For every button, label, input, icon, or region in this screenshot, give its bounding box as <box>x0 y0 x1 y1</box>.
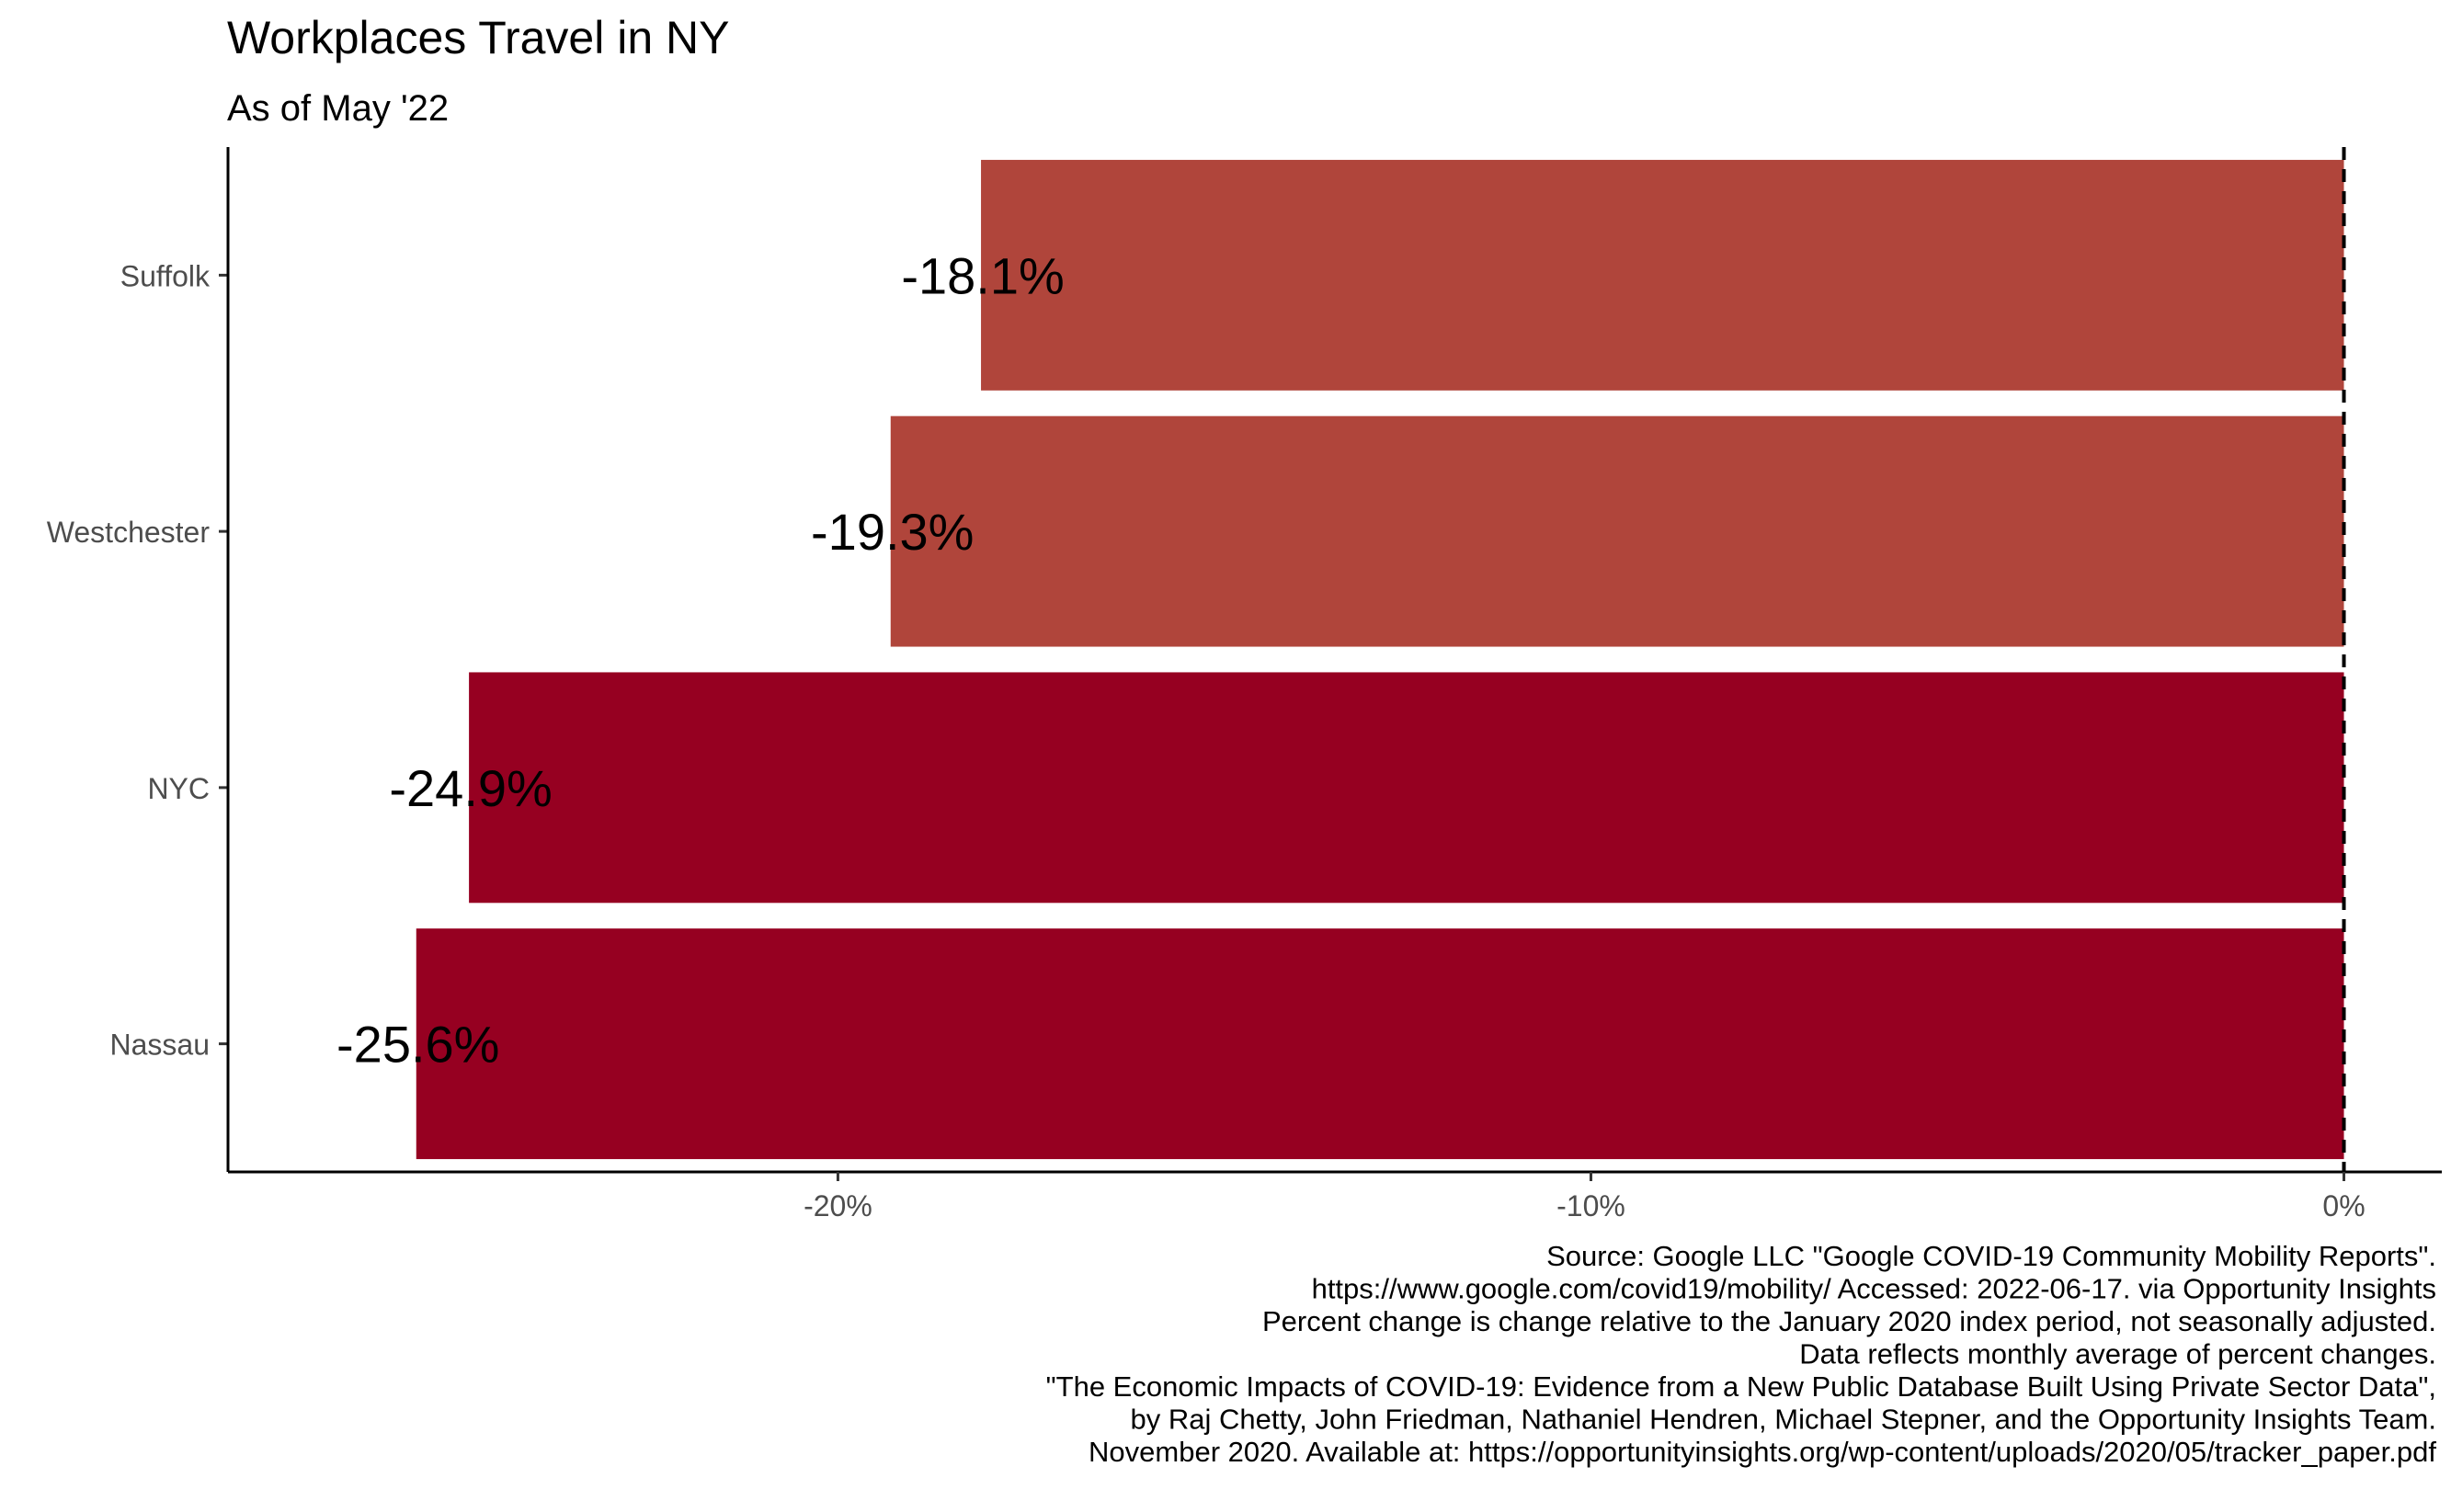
caption-line: Data reflects monthly average of percent… <box>1799 1338 2436 1370</box>
bar-nyc <box>469 672 2344 904</box>
data-labels-layer: -18.1% -19.3% -24.9% -25.6% <box>336 246 1065 1073</box>
bar-nassau <box>416 928 2344 1160</box>
y-tick-label-nassau: Nassau <box>110 1029 211 1062</box>
data-label-westchester: -19.3% <box>811 503 974 561</box>
x-tick-label: -20% <box>804 1189 872 1222</box>
data-label-suffolk: -18.1% <box>901 246 1064 304</box>
y-tick-label-westchester: Westchester <box>47 516 211 549</box>
caption-line: Percent change is change relative to the… <box>1262 1305 2436 1337</box>
chart-subtitle: As of May '22 <box>227 88 449 129</box>
caption-line: "The Economic Impacts of COVID-19: Evide… <box>1046 1370 2436 1403</box>
chart-title: Workplaces Travel in NY <box>227 12 729 63</box>
y-tick-label-nyc: NYC <box>147 772 210 805</box>
x-tick-label: 0% <box>2322 1189 2365 1222</box>
data-label-nyc: -24.9% <box>389 759 552 817</box>
bar-suffolk <box>981 159 2344 391</box>
caption-line: Source: Google LLC "Google COVID-19 Comm… <box>1546 1240 2436 1272</box>
bars-layer <box>416 159 2344 1160</box>
y-tick-label-suffolk: Suffolk <box>120 259 211 292</box>
caption-line: November 2020. Available at: https://opp… <box>1089 1436 2436 1468</box>
caption-line: https://www.google.com/covid19/mobility/… <box>1312 1273 2436 1305</box>
caption-line: by Raj Chetty, John Friedman, Nathaniel … <box>1131 1404 2436 1436</box>
x-tick-label: -10% <box>1556 1189 1625 1222</box>
data-label-nassau: -25.6% <box>336 1016 499 1074</box>
bar-westchester <box>890 415 2344 647</box>
caption-block: Source: Google LLC "Google COVID-19 Comm… <box>1046 1240 2437 1468</box>
axes-layer: Suffolk Westchester NYC Nassau -20% -10% 0% <box>47 147 2442 1222</box>
